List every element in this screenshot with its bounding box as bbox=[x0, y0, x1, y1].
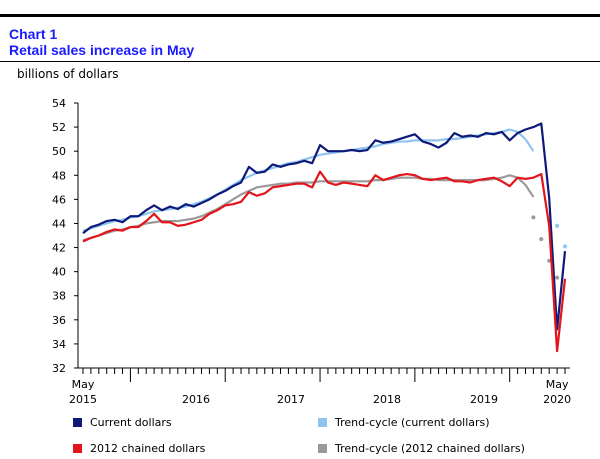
chart-title: Retail sales increase in May bbox=[9, 42, 195, 58]
legend-item-current: Current dollars bbox=[73, 416, 172, 429]
legend-label-current: Current dollars bbox=[90, 416, 172, 429]
x-tick-year-label: 2016 bbox=[182, 393, 210, 406]
y-tick-label: 32 bbox=[52, 362, 66, 375]
y-tick-label: 50 bbox=[52, 145, 66, 158]
y-tick-label: 48 bbox=[52, 169, 66, 182]
legend-swatch-trend-chained bbox=[318, 444, 327, 453]
series-2012-chained-dollars-line bbox=[82, 170, 567, 353]
top-rule bbox=[0, 14, 600, 17]
x-tick-year-label: 2019 bbox=[470, 393, 498, 406]
legend-item-chained: 2012 chained dollars bbox=[73, 442, 205, 455]
y-axis-unit-label: billions of dollars bbox=[17, 67, 119, 81]
y-tick-label: 44 bbox=[52, 217, 66, 230]
y-tick-label: 54 bbox=[52, 97, 66, 110]
series-trend-2012-chained-dollars-projected-point bbox=[555, 275, 560, 280]
y-tick-label: 34 bbox=[52, 338, 66, 351]
legend-item-trend-chained: Trend-cycle (2012 chained dollars) bbox=[318, 442, 525, 455]
x-tick-year-label: 2015 bbox=[69, 393, 97, 406]
legend-label-trend-current: Trend-cycle (current dollars) bbox=[335, 416, 490, 429]
heading-rule bbox=[0, 61, 600, 62]
series-trend-2012-chained-dollars-projected-point bbox=[531, 215, 536, 220]
x-tick-month-label: May bbox=[72, 378, 95, 391]
legend-label-trend-chained: Trend-cycle (2012 chained dollars) bbox=[335, 442, 525, 455]
chart-heading: Chart 1 Retail sales increase in May bbox=[9, 26, 194, 58]
y-tick-label: 40 bbox=[52, 266, 66, 279]
y-tick-label: 36 bbox=[52, 314, 66, 327]
series-trend-2012-chained-dollars-line bbox=[82, 174, 535, 242]
series-trend-2012-chained-dollars-projected-point bbox=[547, 258, 552, 263]
series-trend-current-dollars-projected-point bbox=[555, 223, 560, 228]
y-tick-label: 46 bbox=[52, 193, 66, 206]
series-trend-2012-chained-dollars-projected-point bbox=[539, 237, 544, 242]
series-current-dollars-line bbox=[82, 122, 567, 331]
legend-swatch-chained bbox=[73, 444, 82, 453]
legend-swatch-current bbox=[73, 418, 82, 427]
x-tick-month-label: May bbox=[546, 378, 569, 391]
y-tick-label: 38 bbox=[52, 290, 66, 303]
x-tick-year-label: 2018 bbox=[373, 393, 401, 406]
legend-label-chained: 2012 chained dollars bbox=[90, 442, 206, 455]
x-tick-year-label: 2017 bbox=[277, 393, 305, 406]
legend-item-trend-current: Trend-cycle (current dollars) bbox=[318, 416, 490, 429]
series-trend-current-dollars-projected-point bbox=[563, 244, 567, 249]
chart-number: Chart 1 bbox=[9, 26, 58, 42]
legend-swatch-trend-current bbox=[318, 418, 327, 427]
y-tick-label: 42 bbox=[52, 242, 66, 255]
x-tick-year-label: 2020 bbox=[543, 393, 571, 406]
y-tick-label: 52 bbox=[52, 121, 66, 134]
series-trend-current-dollars-line bbox=[82, 128, 535, 232]
